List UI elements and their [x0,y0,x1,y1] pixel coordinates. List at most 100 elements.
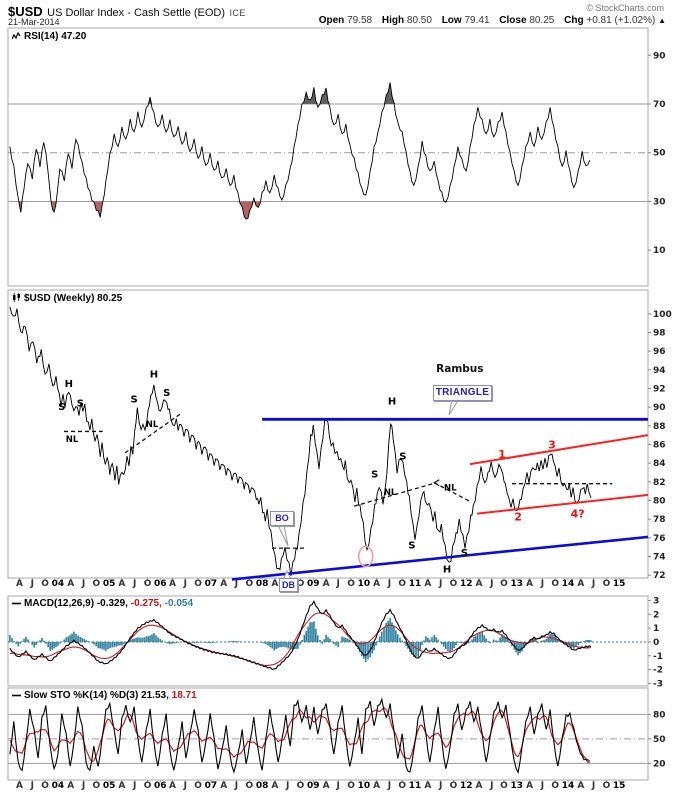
svg-text:08: 08 [256,579,269,589]
svg-text:1: 1 [653,624,659,634]
svg-text:O: O [603,781,611,791]
svg-text:50: 50 [653,735,666,745]
annotation-text: S [163,388,170,399]
quote-row: Open 79.58 High 80.50 Low 79.41 Close 80… [312,15,666,26]
svg-text:A: A [373,579,380,589]
svg-text:A: A [577,781,584,791]
chg-value: +0.81 (+1.02%) [586,15,656,26]
macd-name: MACD(12,26,9) [24,598,95,609]
svg-text:A: A [16,579,23,589]
svg-text:J: J [540,579,544,589]
candlestick-icon [12,293,21,305]
svg-text:O: O [144,781,152,791]
svg-text:12: 12 [460,579,473,589]
annotation-text: S [130,395,137,406]
svg-text:12: 12 [460,781,473,791]
annotation-text: H [388,397,396,408]
svg-text:A: A [271,781,278,791]
svg-text:15: 15 [613,579,626,589]
sto-k-value: 21.53, [141,690,169,701]
chg-label: Chg [564,15,584,26]
svg-text:J: J [234,781,238,791]
annotation-text: NL [384,488,397,498]
svg-text:0: 0 [653,638,659,648]
svg-text:90: 90 [653,51,666,61]
svg-text:74: 74 [653,553,666,563]
svg-text:A: A [169,781,176,791]
svg-text:A: A [67,579,74,589]
svg-text:O: O [245,579,253,589]
svg-text:J: J [81,579,85,589]
svg-text:-3: -3 [653,679,663,689]
svg-text:A: A [169,579,176,589]
svg-text:A: A [323,579,330,589]
svg-text:A: A [118,781,125,791]
annotation-text: 1 [498,448,506,461]
annotation-text: H [65,379,73,390]
svg-text:10: 10 [358,781,371,791]
svg-text:O: O [450,579,458,589]
svg-text:07: 07 [205,781,218,791]
macd-y-axis: 3 2 1 0 -1 -2 -3 [648,597,663,689]
svg-text:82: 82 [653,478,666,488]
svg-text:J: J [30,781,34,791]
svg-text:J: J [132,579,136,589]
trendline [477,493,649,515]
svg-text:09: 09 [307,579,320,589]
svg-text:50: 50 [653,149,666,159]
annotation-text: S [371,469,378,480]
up-arrow-icon: ▲ [658,16,666,25]
annotation-text: 3 [548,438,556,451]
svg-text:A: A [67,781,74,791]
svg-text:O: O [347,781,355,791]
svg-text:O: O [551,781,559,791]
svg-text:J: J [234,579,238,589]
svg-text:13: 13 [511,781,524,791]
svg-text:A: A [476,579,483,589]
svg-text:O: O [347,579,355,589]
svg-text:J: J [132,781,136,791]
sto-legend: Slow STO %K(14) %D(3) 21.53, 18.71 [12,690,197,702]
svg-text:100: 100 [653,310,672,320]
exchange-code: ICE [229,8,246,18]
svg-text:05: 05 [103,579,116,589]
low-value: 79.41 [464,15,490,26]
svg-text:J: J [591,579,595,589]
svg-text:A: A [577,579,584,589]
svg-text:20: 20 [653,759,666,769]
svg-text:O: O [194,579,202,589]
svg-text:98: 98 [653,328,666,338]
open-value: 79.58 [347,15,373,26]
svg-text:86: 86 [653,441,666,451]
sto-series [9,697,591,774]
svg-text:A: A [220,579,227,589]
annotation-text: H [150,369,158,380]
svg-text:76: 76 [653,534,666,544]
svg-text:3: 3 [653,597,659,607]
svg-text:08: 08 [256,781,269,791]
svg-text:A: A [220,781,227,791]
svg-text:-1: -1 [653,652,663,662]
svg-text:78: 78 [653,515,666,525]
annotation-text: S [408,540,415,551]
svg-text:J: J [591,781,595,791]
svg-text:J: J [336,781,340,791]
svg-text:07: 07 [205,579,218,589]
price-legend-text: $USD (Weekly) 80.25 [24,293,123,304]
annotation-text: 2 [514,510,522,523]
annotation-text: NL [146,420,159,430]
sto-y-axis: 80 50 20 [648,710,666,769]
rsi-panel-border [7,27,649,287]
svg-text:A: A [373,781,380,791]
svg-text:A: A [424,781,431,791]
svg-text:J: J [438,781,442,791]
svg-text:30: 30 [653,197,666,207]
close-value: 80.25 [529,15,555,26]
svg-text:J: J [438,579,442,589]
svg-text:11: 11 [409,579,422,589]
svg-text:04: 04 [52,781,65,791]
chart-header: $USD US Dollar Index - Cash Settle (EOD)… [8,3,246,21]
svg-text:O: O [551,579,559,589]
indicator-icon [11,31,21,43]
svg-text:J: J [336,579,340,589]
